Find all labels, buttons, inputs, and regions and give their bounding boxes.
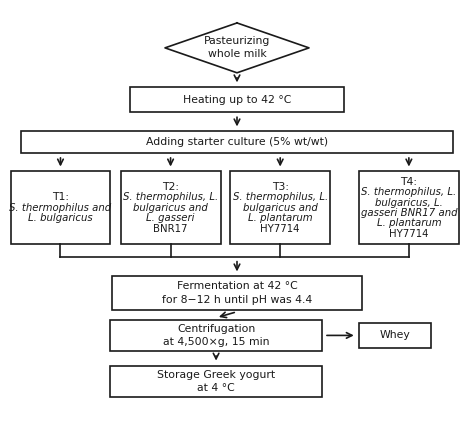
- Text: Storage Greek yogurt
at 4 °C: Storage Greek yogurt at 4 °C: [157, 370, 275, 393]
- FancyBboxPatch shape: [121, 171, 220, 244]
- Text: Heating up to 42 °C: Heating up to 42 °C: [183, 95, 291, 105]
- Text: Centrifugation
at 4,500×g, 15 min: Centrifugation at 4,500×g, 15 min: [163, 324, 269, 347]
- Text: bulgaricus and: bulgaricus and: [133, 203, 208, 213]
- Text: Fermentation at 42 °C
for 8−12 h until pH was 4.4: Fermentation at 42 °C for 8−12 h until p…: [162, 282, 312, 304]
- Text: Adding starter culture (5% wt/wt): Adding starter culture (5% wt/wt): [146, 137, 328, 147]
- FancyBboxPatch shape: [130, 87, 344, 112]
- FancyBboxPatch shape: [110, 365, 322, 397]
- Text: T2:: T2:: [162, 182, 179, 192]
- Text: L. gasseri: L. gasseri: [146, 213, 195, 223]
- Text: T1:: T1:: [52, 192, 69, 202]
- Text: bulgaricus and: bulgaricus and: [243, 203, 318, 213]
- FancyBboxPatch shape: [110, 320, 322, 351]
- Text: S. thermophilus and: S. thermophilus and: [9, 203, 111, 213]
- FancyBboxPatch shape: [230, 171, 330, 244]
- Text: HY7714: HY7714: [389, 229, 428, 239]
- Text: T4:: T4:: [401, 177, 418, 187]
- Text: Whey: Whey: [380, 330, 410, 340]
- Text: S. thermophilus, L.: S. thermophilus, L.: [233, 192, 328, 202]
- FancyBboxPatch shape: [21, 131, 453, 153]
- Text: L. bulgaricus: L. bulgaricus: [28, 213, 93, 223]
- Text: Pasteurizing
whole milk: Pasteurizing whole milk: [204, 36, 270, 59]
- Text: S. thermophilus, L.: S. thermophilus, L.: [123, 192, 218, 202]
- Text: L. plantarum: L. plantarum: [248, 213, 312, 223]
- Text: T3:: T3:: [272, 182, 289, 192]
- Text: gasseri BNR17 and: gasseri BNR17 and: [361, 208, 457, 218]
- Text: HY7714: HY7714: [260, 223, 300, 234]
- Text: L. plantarum: L. plantarum: [376, 218, 441, 229]
- FancyBboxPatch shape: [10, 171, 110, 244]
- Text: S. thermophilus, L.: S. thermophilus, L.: [361, 187, 456, 197]
- Text: bulgaricus, L.: bulgaricus, L.: [375, 198, 443, 208]
- FancyBboxPatch shape: [359, 323, 431, 348]
- FancyBboxPatch shape: [111, 276, 363, 310]
- FancyBboxPatch shape: [359, 171, 459, 244]
- Text: BNR17: BNR17: [153, 223, 188, 234]
